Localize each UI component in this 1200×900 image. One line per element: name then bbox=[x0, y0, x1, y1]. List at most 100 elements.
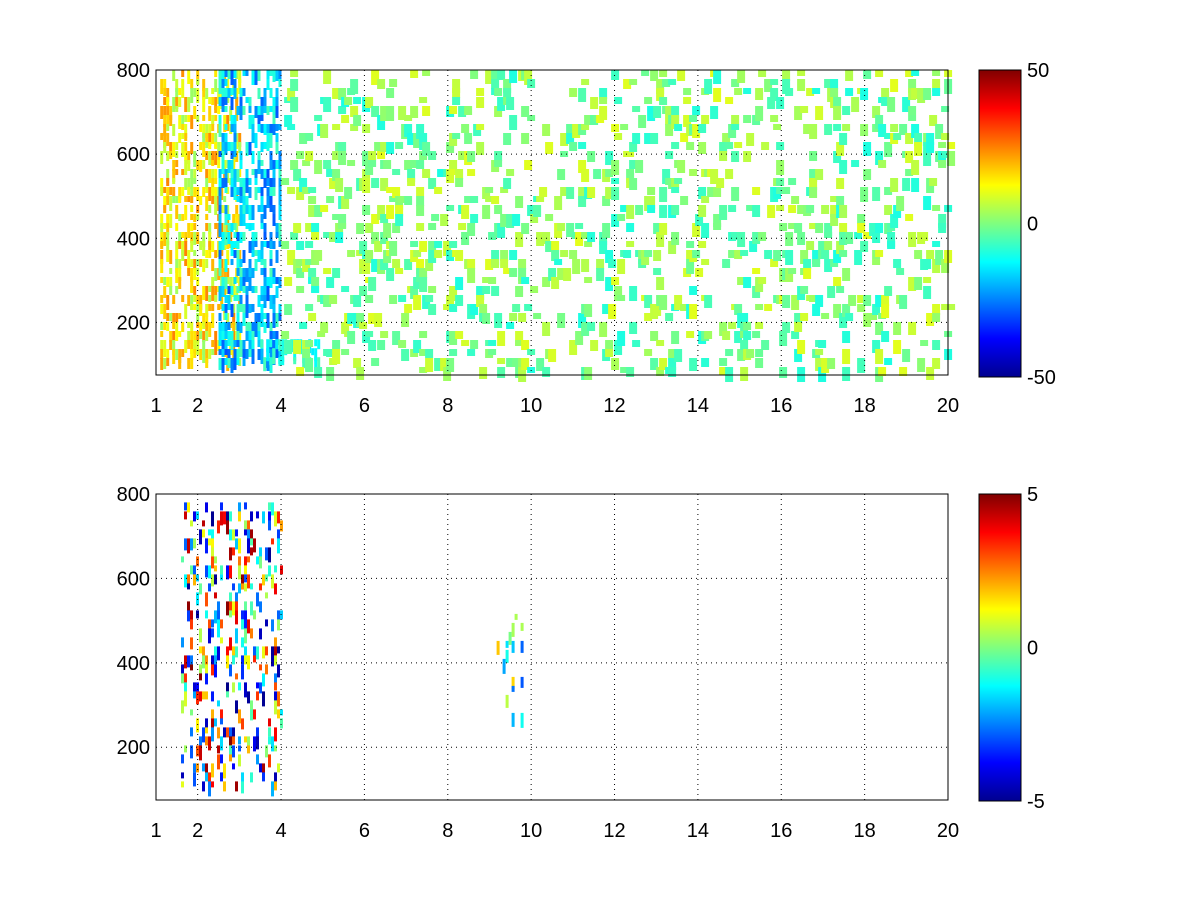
bottom-heatmap-cell bbox=[511, 685, 515, 692]
top-heatmap-cell bbox=[211, 160, 215, 166]
top-heatmap-cell bbox=[245, 178, 249, 193]
top-heatmap-cell bbox=[731, 115, 740, 125]
top-heatmap-cell bbox=[251, 349, 255, 364]
top-heatmap-cell bbox=[686, 259, 695, 274]
top-heatmap-cell bbox=[764, 304, 773, 311]
top-heatmap-cell bbox=[794, 223, 803, 233]
top-heatmap-cell bbox=[818, 241, 827, 256]
bottom-heatmap-cell bbox=[241, 655, 244, 665]
top-heatmap-cell bbox=[205, 304, 209, 317]
top-heatmap-cell bbox=[208, 250, 212, 258]
top-heatmap-cell bbox=[449, 349, 458, 356]
top-heatmap-cell bbox=[458, 106, 467, 117]
top-heatmap-cell bbox=[190, 142, 194, 154]
top-heatmap-cell bbox=[269, 295, 273, 309]
top-heatmap-cell bbox=[353, 115, 362, 126]
top-heatmap-cell bbox=[776, 142, 785, 150]
top-heatmap-cell bbox=[172, 322, 176, 329]
top-heatmap-cell bbox=[488, 277, 497, 284]
top-heatmap-cell bbox=[512, 214, 521, 226]
top-heatmap-cell bbox=[166, 187, 170, 202]
top-heatmap-cell bbox=[221, 349, 225, 357]
top-heatmap-cell bbox=[263, 295, 267, 308]
top-heatmap-cell bbox=[503, 133, 512, 145]
top-heatmap-cell bbox=[776, 205, 785, 211]
top-heatmap-cell bbox=[221, 178, 225, 188]
top-heatmap-cell bbox=[245, 196, 249, 206]
top-heatmap-cell bbox=[386, 187, 395, 193]
bottom-heatmap-cell bbox=[244, 502, 247, 510]
top-heatmap-cell bbox=[166, 178, 170, 186]
top-heatmap-cell bbox=[833, 304, 842, 318]
top-heatmap-cell bbox=[260, 304, 264, 318]
top-heatmap-cell bbox=[257, 88, 261, 99]
top-heatmap-cell bbox=[251, 232, 255, 243]
top-heatmap-cell bbox=[644, 349, 653, 356]
top-heatmap-cell bbox=[833, 250, 842, 263]
bottom-heatmap-cell bbox=[253, 610, 256, 620]
top-heatmap-cell bbox=[872, 259, 881, 265]
top-heatmap-cell bbox=[629, 322, 638, 334]
top-heatmap-cell bbox=[269, 88, 273, 98]
top-heatmap-cell bbox=[428, 241, 437, 250]
top-heatmap-cell bbox=[172, 295, 176, 304]
top-heatmap-cell bbox=[740, 250, 749, 256]
top-heatmap-cell bbox=[566, 124, 575, 134]
top-heatmap-cell bbox=[380, 259, 389, 270]
top-heatmap-cell bbox=[208, 124, 212, 134]
top-heatmap-cell bbox=[208, 322, 212, 337]
top-heatmap-cell bbox=[494, 106, 503, 117]
top-heatmap-cell bbox=[857, 214, 866, 224]
top-heatmap-cell bbox=[239, 160, 243, 169]
top-heatmap-cell bbox=[542, 367, 551, 377]
bottom-heatmap-cell bbox=[274, 700, 277, 715]
top-heatmap-cell bbox=[398, 106, 407, 120]
top-heatmap-cell bbox=[914, 142, 923, 156]
bottom-heatmap-cell bbox=[274, 565, 277, 573]
top-heatmap-cell bbox=[160, 223, 164, 232]
top-heatmap-cell bbox=[299, 133, 308, 144]
top-heatmap-cell bbox=[172, 331, 176, 341]
bottom-heatmap-cell bbox=[250, 772, 253, 783]
top-heatmap-cell bbox=[809, 187, 818, 198]
bottom-heatmap-cell bbox=[262, 511, 265, 524]
top-heatmap-cell bbox=[560, 133, 569, 146]
top-heatmap-cell bbox=[275, 349, 279, 358]
top-heatmap-cell bbox=[710, 106, 719, 119]
bottom-heatmap-cell bbox=[235, 592, 238, 607]
top-heatmap-cell bbox=[266, 124, 270, 137]
top-heatmap-cell bbox=[184, 259, 188, 266]
top-heatmap-cell bbox=[896, 268, 905, 275]
top-heatmap-cell bbox=[269, 70, 273, 76]
top-heatmap-cell bbox=[929, 178, 938, 186]
bottom-heatmap-cell bbox=[199, 529, 202, 545]
top-heatmap-cell bbox=[338, 142, 347, 151]
top-heatmap-cell bbox=[193, 295, 197, 302]
top-heatmap-cell bbox=[317, 331, 326, 337]
bottom-heatmap-cell bbox=[223, 511, 226, 525]
top-heatmap-cell bbox=[184, 178, 188, 190]
top-heatmap-cell bbox=[218, 358, 222, 370]
top-heatmap-cell bbox=[365, 223, 374, 233]
top-heatmap-cell bbox=[674, 295, 683, 310]
top-heatmap-cell bbox=[175, 79, 179, 92]
top-heatmap-cell bbox=[232, 304, 236, 318]
top-heatmap-cell bbox=[305, 259, 314, 265]
top-heatmap-cell bbox=[443, 241, 452, 256]
top-heatmap-cell bbox=[223, 286, 227, 295]
top-heatmap-cell bbox=[815, 169, 824, 180]
top-heatmap-cell bbox=[278, 124, 282, 130]
top-heatmap-cell bbox=[181, 322, 185, 332]
top-heatmap-cell bbox=[611, 70, 620, 80]
top-heatmap-cell bbox=[740, 340, 749, 350]
top-heatmap-cell bbox=[166, 106, 170, 115]
top-heatmap-cell bbox=[245, 169, 249, 180]
bottom-heatmap-cell bbox=[277, 619, 280, 631]
bottom-heatmap-cell bbox=[196, 691, 199, 705]
top-heatmap-cell bbox=[560, 250, 569, 257]
top-heatmap-cell bbox=[239, 277, 243, 291]
top-heatmap-cell bbox=[464, 133, 473, 144]
bottom-heatmap-cell bbox=[256, 727, 259, 743]
